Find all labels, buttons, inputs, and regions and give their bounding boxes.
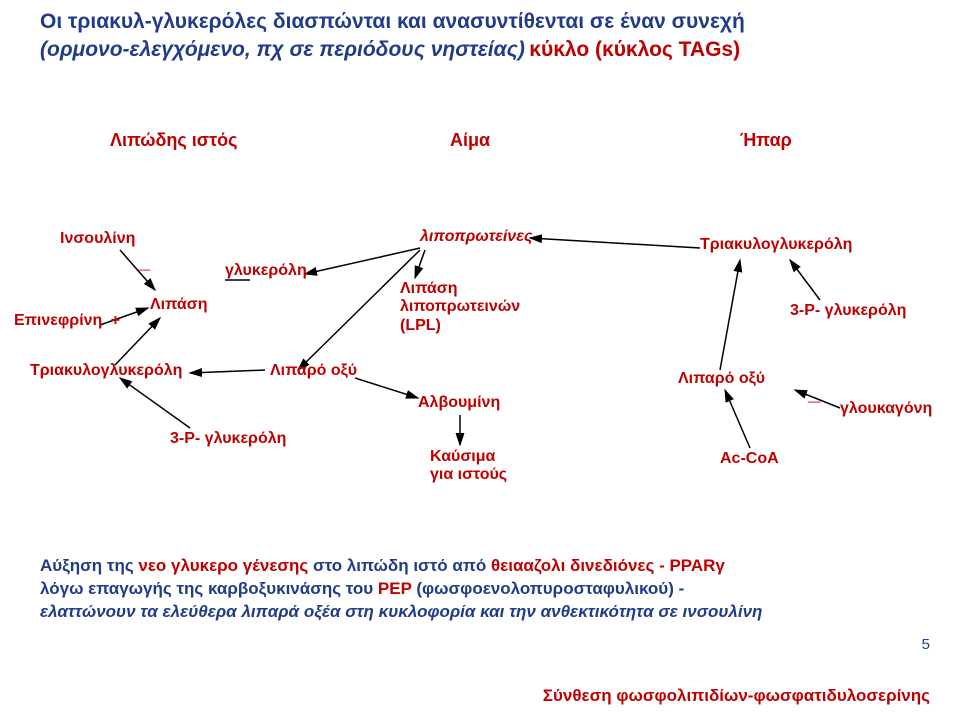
label-epinephrine: Επινεφρίνη + xyxy=(14,312,120,330)
foot2c: (φωσφοενολοπυροσταφυλικού) - xyxy=(412,579,685,598)
label-fuel: Καύσιμα για ιστούς xyxy=(430,448,507,485)
foot-line2: λόγω επαγωγής της καρβοξυκινάσης του PEP… xyxy=(40,578,920,601)
label-tag-right: Τριακυλογλυκερόλη xyxy=(700,236,852,254)
label-3p-left: 3-P- γλυκερόλη xyxy=(170,430,286,448)
label-lipoproteins: λιποπρωτείνες xyxy=(420,228,532,246)
label-fattyacid-right: Λιπαρό οξύ xyxy=(678,370,765,388)
foot1c: στο λιπώδη ιστό από xyxy=(308,556,491,575)
minus-glucagon: _ xyxy=(808,380,820,406)
foot2b: PEP xyxy=(378,579,412,598)
fuel-line1: Καύσιμα xyxy=(430,448,507,466)
label-albumin: Αλβουμίνη xyxy=(418,394,500,412)
footer-block: Αύξηση της νεο γλυκερο γένεσης στο λιπώδ… xyxy=(40,555,920,624)
label-lpl: Λιπάση λιποπρωτεινών (LPL) xyxy=(400,280,520,335)
slide: { "colors": { "title1": "#1f3b8a", "titl… xyxy=(0,0,960,716)
label-tag-left: Τριακυλογλυκερόλη xyxy=(30,362,182,380)
label-glucagon: γλουκαγόνη xyxy=(840,400,932,418)
foot-line1: Αύξηση της νεο γλυκερο γένεσης στο λιπώδ… xyxy=(40,555,920,578)
footer-red: Σύνθεση φωσφολιπιδίων-φωσφατιδυλοσερίνης xyxy=(0,686,930,706)
label-glycerol: γλυκερόλη xyxy=(225,262,307,280)
epinephrine-text: Επινεφρίνη xyxy=(14,312,102,329)
plus-epinephrine: + xyxy=(107,312,120,329)
label-3p-right: 3-P- γλυκερόλη xyxy=(790,302,906,320)
foot-line3: ελαττώνουν τα ελεύθερα λιπαρά οξέα στη κ… xyxy=(40,601,920,624)
label-fattyacid-left: Λιπαρό οξύ xyxy=(270,362,357,380)
fuel-line2: για ιστούς xyxy=(430,466,507,484)
label-insulin: Ινσουλίνη xyxy=(60,230,135,248)
label-accoa: Ac-CoA xyxy=(720,450,779,468)
foot1b: νεο γλυκερο γένεσης xyxy=(138,556,308,575)
foot2a: λόγω επαγωγής της καρβοξυκινάσης του xyxy=(40,579,378,598)
lpl-line1: Λιπάση xyxy=(400,280,520,298)
lpl-line3: (LPL) xyxy=(400,317,520,335)
foot1a: Αύξηση της xyxy=(40,556,138,575)
minus-insulin: _ xyxy=(138,248,150,274)
label-lipase: Λιπάση xyxy=(150,296,207,314)
page-number: 5 xyxy=(922,636,930,653)
foot1d: θειααζολι δινεδιόνες - PPARγ xyxy=(491,556,725,575)
lpl-line2: λιποπρωτεινών xyxy=(400,298,520,316)
